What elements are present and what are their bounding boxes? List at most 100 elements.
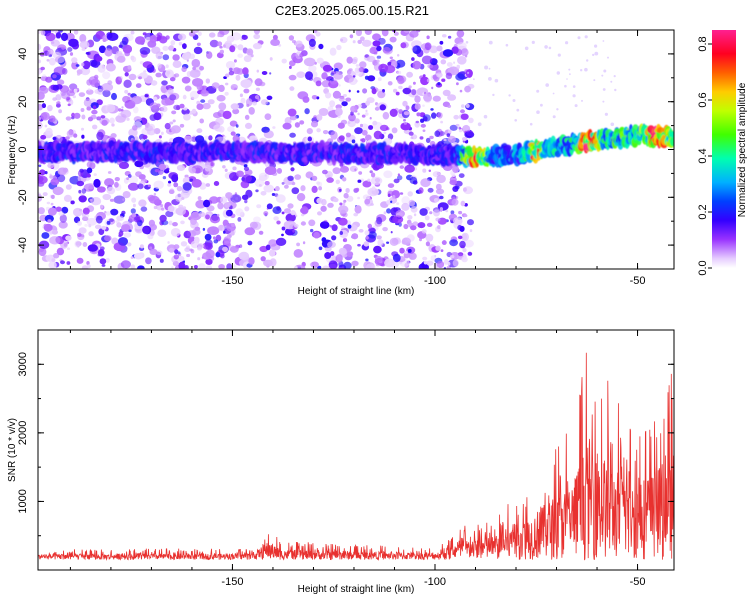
noise-speckle bbox=[446, 133, 451, 138]
noise-speckle bbox=[205, 183, 211, 187]
noise-speckle bbox=[364, 112, 369, 116]
noise-speckle bbox=[166, 167, 170, 171]
noise-speckle bbox=[329, 224, 333, 228]
colorbar-tick-label: 0.2 bbox=[697, 204, 709, 219]
noise-speckle bbox=[170, 40, 176, 46]
noise-speckle bbox=[194, 226, 201, 231]
noise-speckle bbox=[176, 186, 183, 192]
noise-speckle bbox=[349, 34, 354, 39]
noise-speckle bbox=[359, 61, 367, 69]
noise-speckle bbox=[311, 185, 318, 193]
noise-speckle bbox=[345, 97, 352, 102]
noise-speckle bbox=[464, 131, 475, 139]
noise-speckle bbox=[313, 115, 318, 119]
noise-speckle bbox=[42, 74, 46, 77]
noise-speckle bbox=[367, 178, 371, 182]
noise-speckle bbox=[401, 196, 411, 205]
noise-speckle bbox=[148, 195, 160, 204]
noise-speckle bbox=[179, 123, 185, 128]
noise-speckle bbox=[226, 43, 231, 47]
noise-speckle bbox=[47, 104, 53, 112]
noise-speckle bbox=[350, 111, 354, 116]
noise-speckle bbox=[556, 108, 559, 111]
noise-speckle bbox=[197, 243, 204, 249]
noise-speckle bbox=[464, 54, 468, 58]
noise-speckle bbox=[252, 221, 262, 230]
noise-speckle bbox=[412, 60, 422, 70]
noise-speckle bbox=[59, 214, 67, 223]
noise-speckle bbox=[345, 188, 350, 193]
noise-speckle bbox=[412, 221, 419, 227]
noise-speckle bbox=[222, 165, 226, 169]
noise-speckle bbox=[178, 41, 183, 46]
noise-speckle bbox=[322, 169, 328, 175]
noise-speckle bbox=[206, 51, 213, 59]
noise-speckle bbox=[69, 83, 78, 90]
noise-speckle bbox=[162, 45, 169, 51]
noise-speckle bbox=[342, 94, 347, 97]
noise-speckle bbox=[44, 124, 48, 128]
noise-speckle bbox=[217, 41, 223, 47]
noise-speckle bbox=[216, 52, 224, 59]
noise-speckle bbox=[435, 245, 441, 251]
noise-speckle bbox=[244, 206, 250, 212]
noise-speckle bbox=[273, 216, 279, 221]
noise-speckle bbox=[200, 90, 209, 97]
noise-speckle bbox=[172, 60, 182, 68]
noise-speckle bbox=[183, 106, 188, 111]
noise-speckle bbox=[104, 210, 107, 214]
noise-speckle bbox=[403, 111, 410, 116]
noise-speckle bbox=[244, 227, 256, 236]
noise-speckle bbox=[436, 72, 443, 78]
noise-speckle bbox=[376, 216, 383, 225]
noise-speckle bbox=[346, 195, 354, 202]
x-tick-label: -50 bbox=[630, 576, 646, 588]
noise-speckle bbox=[342, 202, 346, 206]
noise-speckle bbox=[227, 233, 232, 239]
noise-speckle bbox=[367, 223, 372, 229]
noise-speckle bbox=[169, 121, 174, 125]
noise-speckle bbox=[346, 251, 354, 257]
snr-y-label: SNR (10 * v/v) bbox=[7, 418, 18, 482]
noise-speckle bbox=[397, 175, 403, 181]
noise-speckle bbox=[177, 33, 187, 41]
noise-speckle bbox=[403, 122, 408, 125]
y-tick-label: 1000 bbox=[17, 489, 29, 513]
noise-speckle bbox=[193, 46, 203, 55]
noise-speckle bbox=[393, 31, 399, 36]
noise-speckle bbox=[584, 67, 588, 72]
noise-speckle bbox=[308, 219, 316, 227]
noise-speckle bbox=[173, 244, 180, 250]
colorbar: 0.0 0.2 0.4 0.6 0.8 Normalized spectral ampl… bbox=[697, 30, 748, 276]
noise-speckle bbox=[200, 99, 206, 103]
noise-speckle bbox=[383, 170, 393, 179]
noise-speckle bbox=[315, 80, 322, 87]
noise-speckle bbox=[339, 188, 342, 192]
noise-speckle bbox=[407, 248, 412, 253]
noise-speckle bbox=[393, 88, 398, 93]
y-tick-label: -40 bbox=[17, 237, 29, 253]
x-tick-label: -150 bbox=[221, 275, 243, 287]
noise-speckle bbox=[371, 88, 377, 95]
noise-speckle bbox=[492, 93, 495, 97]
noise-speckle bbox=[408, 131, 414, 136]
noise-speckle bbox=[318, 186, 322, 191]
noise-speckle bbox=[38, 164, 42, 168]
noise-speckle bbox=[186, 253, 191, 258]
noise-speckle bbox=[540, 103, 543, 107]
noise-speckle bbox=[236, 68, 244, 75]
noise-speckle bbox=[452, 174, 456, 178]
noise-speckle bbox=[259, 81, 266, 87]
noise-speckle bbox=[348, 77, 358, 85]
noise-speckle bbox=[249, 135, 258, 142]
noise-speckle bbox=[127, 182, 139, 191]
noise-speckle bbox=[416, 112, 421, 117]
noise-speckle bbox=[99, 258, 107, 265]
noise-speckle bbox=[377, 239, 384, 247]
snr-line-layer bbox=[38, 352, 674, 562]
noise-speckle bbox=[296, 193, 306, 202]
noise-speckle bbox=[126, 117, 130, 121]
noise-speckle bbox=[287, 180, 293, 185]
noise-speckle bbox=[316, 96, 320, 100]
noise-speckle bbox=[488, 67, 491, 70]
